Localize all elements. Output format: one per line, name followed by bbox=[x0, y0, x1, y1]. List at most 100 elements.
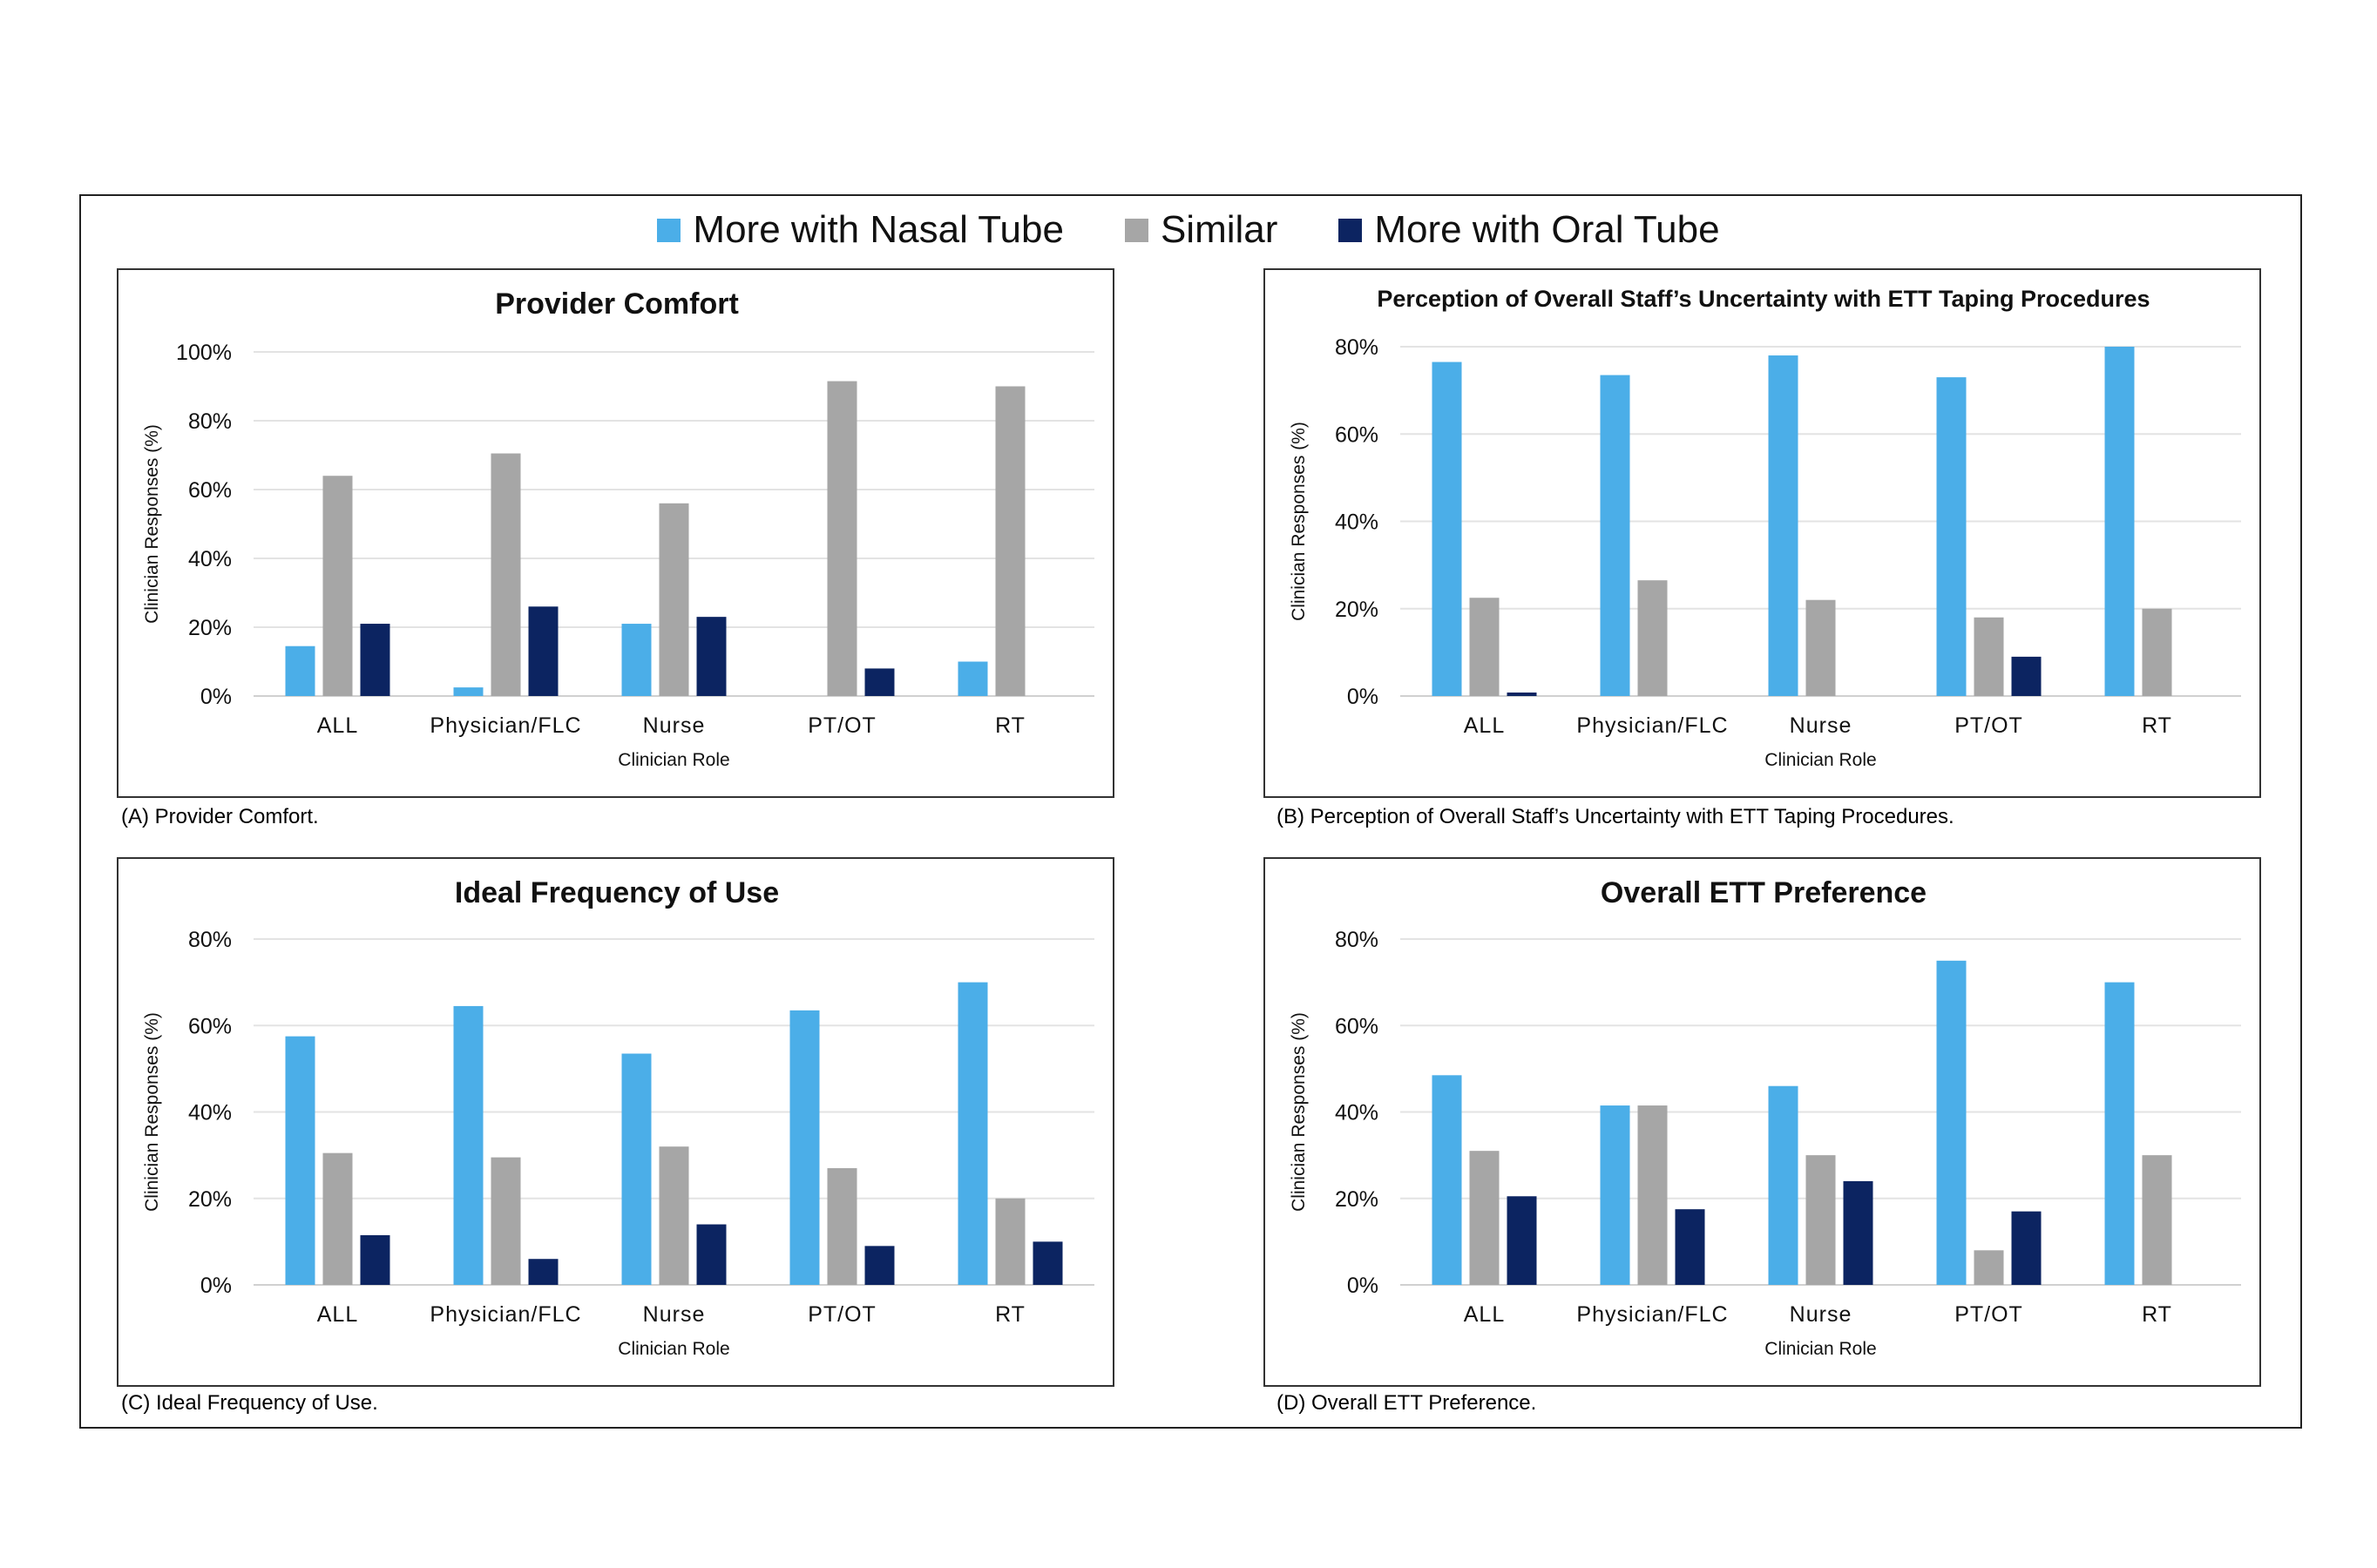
bar-nurse-more-with-nasal-tube bbox=[1768, 1085, 1798, 1285]
x-tick-label: RT bbox=[995, 1302, 1026, 1327]
chart-ideal-frequency: Ideal Frequency of Use 0% 20% 40% 60% 80% Clin… bbox=[142, 876, 1094, 1359]
y-axis-label: Clinician Responses (%) bbox=[1289, 1012, 1309, 1212]
x-tick-label: PT/OT bbox=[808, 713, 877, 738]
bar-rt-more-with-nasal-tube bbox=[2104, 347, 2135, 696]
bar-all-similar bbox=[1469, 1151, 1500, 1285]
y-tick-label: 20% bbox=[188, 1187, 232, 1212]
chart-panel-staff-uncertainty: Perception of Overall Staff’s Uncertaint… bbox=[1263, 268, 2261, 798]
chart-title: Ideal Frequency of Use bbox=[455, 876, 779, 909]
y-axis-label: Clinician Responses (%) bbox=[142, 1012, 162, 1212]
x-tick-label: ALL bbox=[1464, 1302, 1505, 1327]
x-tick-label: Physician/FLC bbox=[1576, 713, 1728, 738]
y-axis-label: Clinician Responses (%) bbox=[1289, 422, 1309, 621]
y-tick-label: 40% bbox=[188, 547, 232, 571]
caption-b: (B) Perception of Overall Staff’s Uncert… bbox=[1277, 805, 1954, 828]
bar-all-more-with-oral-tube bbox=[1507, 692, 1537, 696]
chart-panel-provider-comfort: Provider Comfort 0% 20% 40% 60% 80% 100% Clinic… bbox=[117, 268, 1114, 798]
bar-rt-similar bbox=[995, 386, 1026, 696]
bar-rt-more-with-nasal-tube bbox=[2104, 982, 2135, 1285]
bar-pt-ot-more-with-nasal-tube bbox=[1936, 960, 1967, 1285]
y-tick-label: 80% bbox=[188, 928, 232, 952]
chart-title: Provider Comfort bbox=[495, 287, 739, 321]
bar-rt-more-with-nasal-tube bbox=[958, 661, 988, 696]
legend-swatch-oral bbox=[1338, 218, 1363, 242]
bar-all-more-with-nasal-tube bbox=[285, 645, 315, 696]
x-axis-label: Clinician Role bbox=[1764, 750, 1876, 770]
bar-physician-flc-more-with-nasal-tube bbox=[1600, 375, 1630, 696]
y-axis-label: Clinician Responses (%) bbox=[142, 424, 162, 624]
y-tick-label: 0% bbox=[1347, 685, 1378, 709]
bar-pt-ot-more-with-oral-tube bbox=[2011, 1211, 2042, 1285]
x-tick-label: PT/OT bbox=[1954, 713, 2023, 738]
x-axis-label: Clinician Role bbox=[1764, 1339, 1876, 1359]
bar-all-similar bbox=[1469, 598, 1500, 696]
x-tick-label: ALL bbox=[1464, 713, 1505, 738]
y-tick-label: 60% bbox=[1335, 1014, 1378, 1038]
x-tick-label: ALL bbox=[317, 713, 358, 738]
legend-label-oral: More with Oral Tube bbox=[1374, 208, 1720, 251]
bar-physician-flc-similar bbox=[491, 1157, 521, 1285]
y-tick-label: 100% bbox=[176, 341, 232, 365]
bar-pt-ot-more-with-oral-tube bbox=[864, 668, 895, 696]
y-tick-label: 40% bbox=[1335, 510, 1378, 535]
bar-all-similar bbox=[322, 1152, 353, 1285]
bar-physician-flc-more-with-oral-tube bbox=[528, 1259, 559, 1285]
chart-panel-ideal-frequency: Ideal Frequency of Use 0% 20% 40% 60% 80% Clin… bbox=[117, 857, 1114, 1387]
x-tick-label: Nurse bbox=[643, 713, 706, 738]
y-tick-label: 0% bbox=[1347, 1274, 1378, 1298]
chart-staff-uncertainty: Perception of Overall Staff’s Uncertaint… bbox=[1289, 286, 2241, 770]
y-tick-label: 40% bbox=[1335, 1101, 1378, 1125]
bar-rt-more-with-nasal-tube bbox=[958, 982, 988, 1285]
bar-all-similar bbox=[322, 476, 353, 696]
y-tick-label: 20% bbox=[1335, 1187, 1378, 1212]
bar-rt-similar bbox=[2142, 608, 2172, 696]
bar-nurse-similar bbox=[1805, 1155, 1836, 1285]
x-tick-label: Nurse bbox=[1790, 1302, 1852, 1327]
x-tick-label: Physician/FLC bbox=[430, 713, 581, 738]
bar-nurse-similar bbox=[1805, 599, 1836, 696]
bar-rt-similar bbox=[2142, 1155, 2172, 1285]
legend-item-oral: More with Oral Tube bbox=[1338, 208, 1720, 252]
bar-all-more-with-nasal-tube bbox=[1432, 362, 1462, 696]
bar-nurse-more-with-nasal-tube bbox=[621, 1053, 652, 1285]
chart-provider-comfort: Provider Comfort 0% 20% 40% 60% 80% 100% Clinic… bbox=[142, 287, 1094, 770]
caption-a: (A) Provider Comfort. bbox=[121, 805, 319, 828]
bar-physician-flc-similar bbox=[1637, 1105, 1668, 1285]
y-tick-label: 0% bbox=[200, 685, 232, 709]
bar-pt-ot-more-with-oral-tube bbox=[2011, 656, 2042, 696]
bar-physician-flc-more-with-oral-tube bbox=[528, 606, 559, 696]
x-tick-label: RT bbox=[995, 713, 1026, 738]
bar-nurse-more-with-nasal-tube bbox=[621, 624, 652, 696]
x-tick-label: Physician/FLC bbox=[430, 1302, 581, 1327]
y-tick-label: 80% bbox=[188, 409, 232, 434]
bar-physician-flc-more-with-nasal-tube bbox=[453, 687, 484, 696]
y-tick-label: 60% bbox=[188, 1014, 232, 1038]
bar-physician-flc-similar bbox=[1637, 580, 1668, 696]
legend-swatch-nasal bbox=[657, 218, 681, 242]
caption-d: (D) Overall ETT Preference. bbox=[1277, 1391, 1537, 1415]
bar-physician-flc-more-with-oral-tube bbox=[1675, 1209, 1705, 1285]
bar-all-more-with-oral-tube bbox=[360, 1234, 390, 1285]
x-tick-label: Nurse bbox=[1790, 713, 1852, 738]
y-tick-label: 60% bbox=[1335, 422, 1378, 447]
legend: More with Nasal Tube Similar More with O… bbox=[0, 204, 2377, 256]
x-tick-label: Nurse bbox=[643, 1302, 706, 1327]
bar-rt-similar bbox=[995, 1198, 1026, 1285]
legend-item-nasal: More with Nasal Tube bbox=[657, 208, 1064, 252]
bar-rt-more-with-oral-tube bbox=[1033, 1241, 1063, 1285]
bar-all-more-with-nasal-tube bbox=[285, 1036, 315, 1285]
x-tick-label: Physician/FLC bbox=[1576, 1302, 1728, 1327]
y-tick-label: 20% bbox=[188, 616, 232, 640]
figure-frame bbox=[79, 194, 2302, 1429]
bar-pt-ot-more-with-nasal-tube bbox=[1936, 377, 1967, 696]
bar-pt-ot-similar bbox=[1974, 1250, 2004, 1285]
bar-nurse-more-with-nasal-tube bbox=[1768, 355, 1798, 696]
x-tick-label: PT/OT bbox=[808, 1302, 877, 1327]
bar-all-more-with-oral-tube bbox=[1507, 1196, 1537, 1285]
x-axis-label: Clinician Role bbox=[618, 750, 729, 770]
bar-nurse-similar bbox=[659, 1146, 689, 1285]
y-tick-label: 60% bbox=[188, 478, 232, 503]
bar-nurse-more-with-oral-tube bbox=[1843, 1180, 1873, 1285]
x-tick-label: ALL bbox=[317, 1302, 358, 1327]
y-tick-label: 40% bbox=[188, 1101, 232, 1125]
